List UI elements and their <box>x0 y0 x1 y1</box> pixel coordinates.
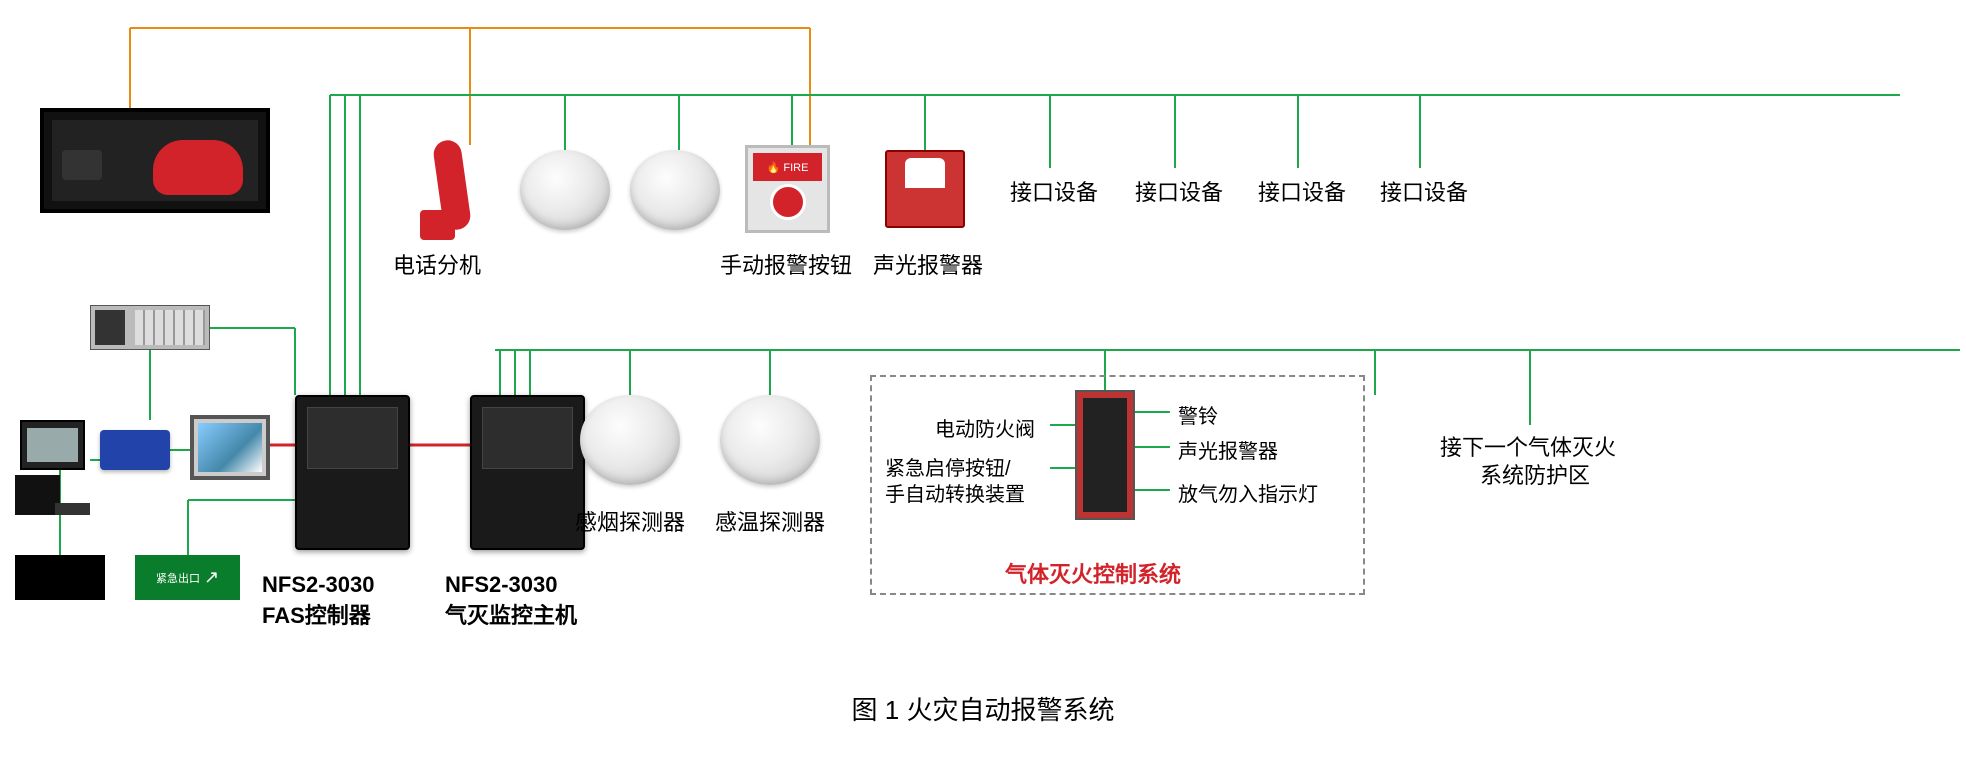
pc-workstation <box>15 420 90 515</box>
label-heat: 感温探测器 <box>715 505 825 537</box>
label-phone-ext: 电话分机 <box>393 248 481 280</box>
label-interface-3: 接口设备 <box>1258 175 1346 207</box>
interface-unit <box>100 430 170 470</box>
manual-alarm-button: 🔥 FIRE <box>745 145 830 233</box>
smoke-detector-row1-b <box>630 150 720 230</box>
phone-panel <box>40 108 270 213</box>
label-bell: 警铃 <box>1178 400 1218 429</box>
phone-extension <box>418 140 488 240</box>
label-interface-2: 接口设备 <box>1135 175 1223 207</box>
exit-sign: 紧急出口↗ <box>135 555 240 600</box>
label-fas-1: NFS2-3030 <box>262 572 375 598</box>
plc-module <box>90 305 210 350</box>
label-next-2: 系统防护区 <box>1480 458 1590 490</box>
gas-monitor-panel <box>470 395 585 550</box>
fas-controller-panel <box>295 395 410 550</box>
heat-detector <box>720 395 820 485</box>
label-gas-1: NFS2-3030 <box>445 572 558 598</box>
label-emerg-1: 紧急启停按钮/ <box>885 452 1011 481</box>
label-av-alarm: 声光报警器 <box>873 248 983 280</box>
black-box <box>15 555 105 600</box>
label-interface-4: 接口设备 <box>1380 175 1468 207</box>
hmi-screen <box>190 415 270 480</box>
label-gas-2: 气灭监控主机 <box>445 598 577 630</box>
label-interface-1: 接口设备 <box>1010 175 1098 207</box>
label-release: 放气勿入指示灯 <box>1178 478 1318 507</box>
smoke-detector-row2 <box>580 395 680 485</box>
label-manual-btn: 手动报警按钮 <box>720 248 852 280</box>
label-gas-system: 气体灭火控制系统 <box>1005 557 1181 589</box>
label-damper: 电动防火阀 <box>935 413 1035 442</box>
av-alarm-device <box>885 150 965 228</box>
label-fas-2: FAS控制器 <box>262 598 371 630</box>
label-emerg-2: 手自动转换装置 <box>885 478 1025 507</box>
label-smoke-2: 感烟探测器 <box>575 505 685 537</box>
figure-caption: 图 1 火灾自动报警系统 <box>852 690 1115 727</box>
smoke-detector-row1-a <box>520 150 610 230</box>
label-av2: 声光报警器 <box>1178 435 1278 464</box>
